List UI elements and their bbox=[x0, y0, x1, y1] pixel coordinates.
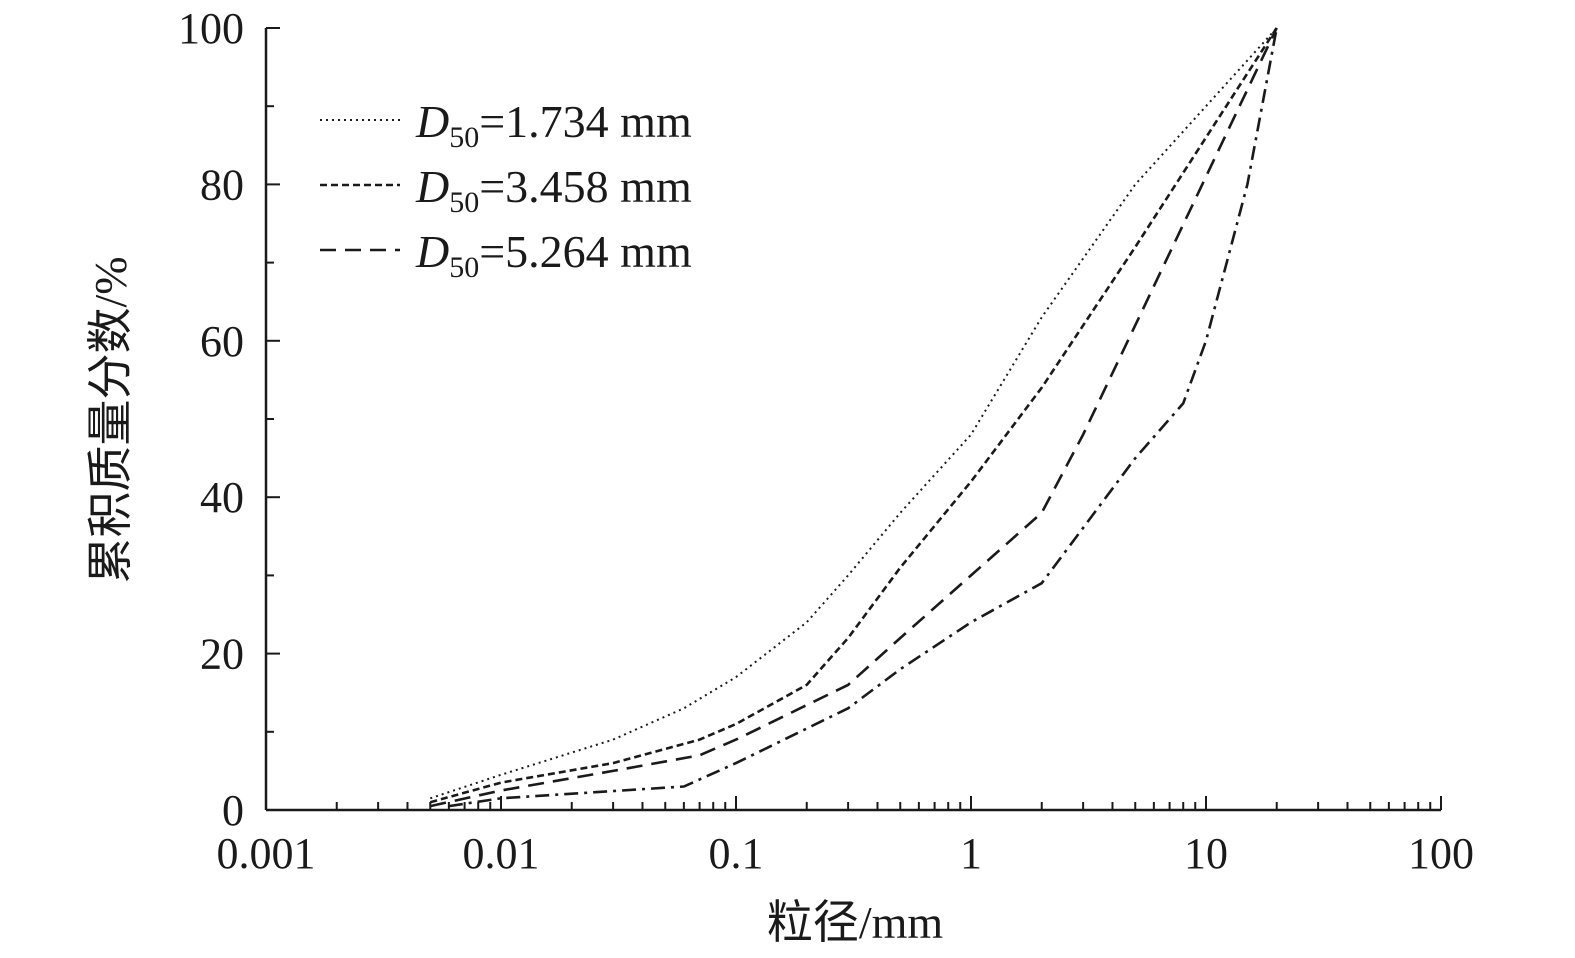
x-tick-label: 0.1 bbox=[709, 829, 764, 878]
x-tick-label: 0.001 bbox=[217, 829, 316, 878]
y-tick-label: 20 bbox=[200, 630, 244, 679]
x-tick-label: 100 bbox=[1408, 829, 1474, 878]
series-line-4 bbox=[448, 27, 1278, 808]
legend-label-3: D50=5.264 mm bbox=[415, 226, 692, 284]
series-line-2 bbox=[429, 27, 1278, 804]
legend-label-2: D50=3.458 mm bbox=[415, 161, 692, 219]
legend-label-1: D50=1.734 mm bbox=[415, 96, 692, 154]
series-lines bbox=[429, 27, 1278, 808]
legend: D50=1.734 mm D50=3.458 mm D50=5.264 mm bbox=[320, 96, 692, 284]
y-tick-label: 0 bbox=[222, 786, 244, 835]
y-tick-label: 80 bbox=[200, 160, 244, 209]
ticks bbox=[265, 27, 1442, 811]
y-tick-label: 40 bbox=[200, 473, 244, 522]
x-tick-label: 1 bbox=[960, 829, 982, 878]
x-tick-label: 0.01 bbox=[463, 829, 540, 878]
x-tick-label: 10 bbox=[1184, 829, 1228, 878]
x-axis-label: 粒径/mm bbox=[767, 897, 944, 948]
y-tick-label: 100 bbox=[178, 4, 244, 53]
tick-labels: 0 20 40 60 80 100 0.001 0.01 0.1 1 10 100 bbox=[178, 4, 1474, 878]
y-tick-label: 60 bbox=[200, 317, 244, 366]
series-line-3 bbox=[430, 27, 1278, 808]
y-axis-label: 累积质量分数/% bbox=[85, 256, 136, 583]
